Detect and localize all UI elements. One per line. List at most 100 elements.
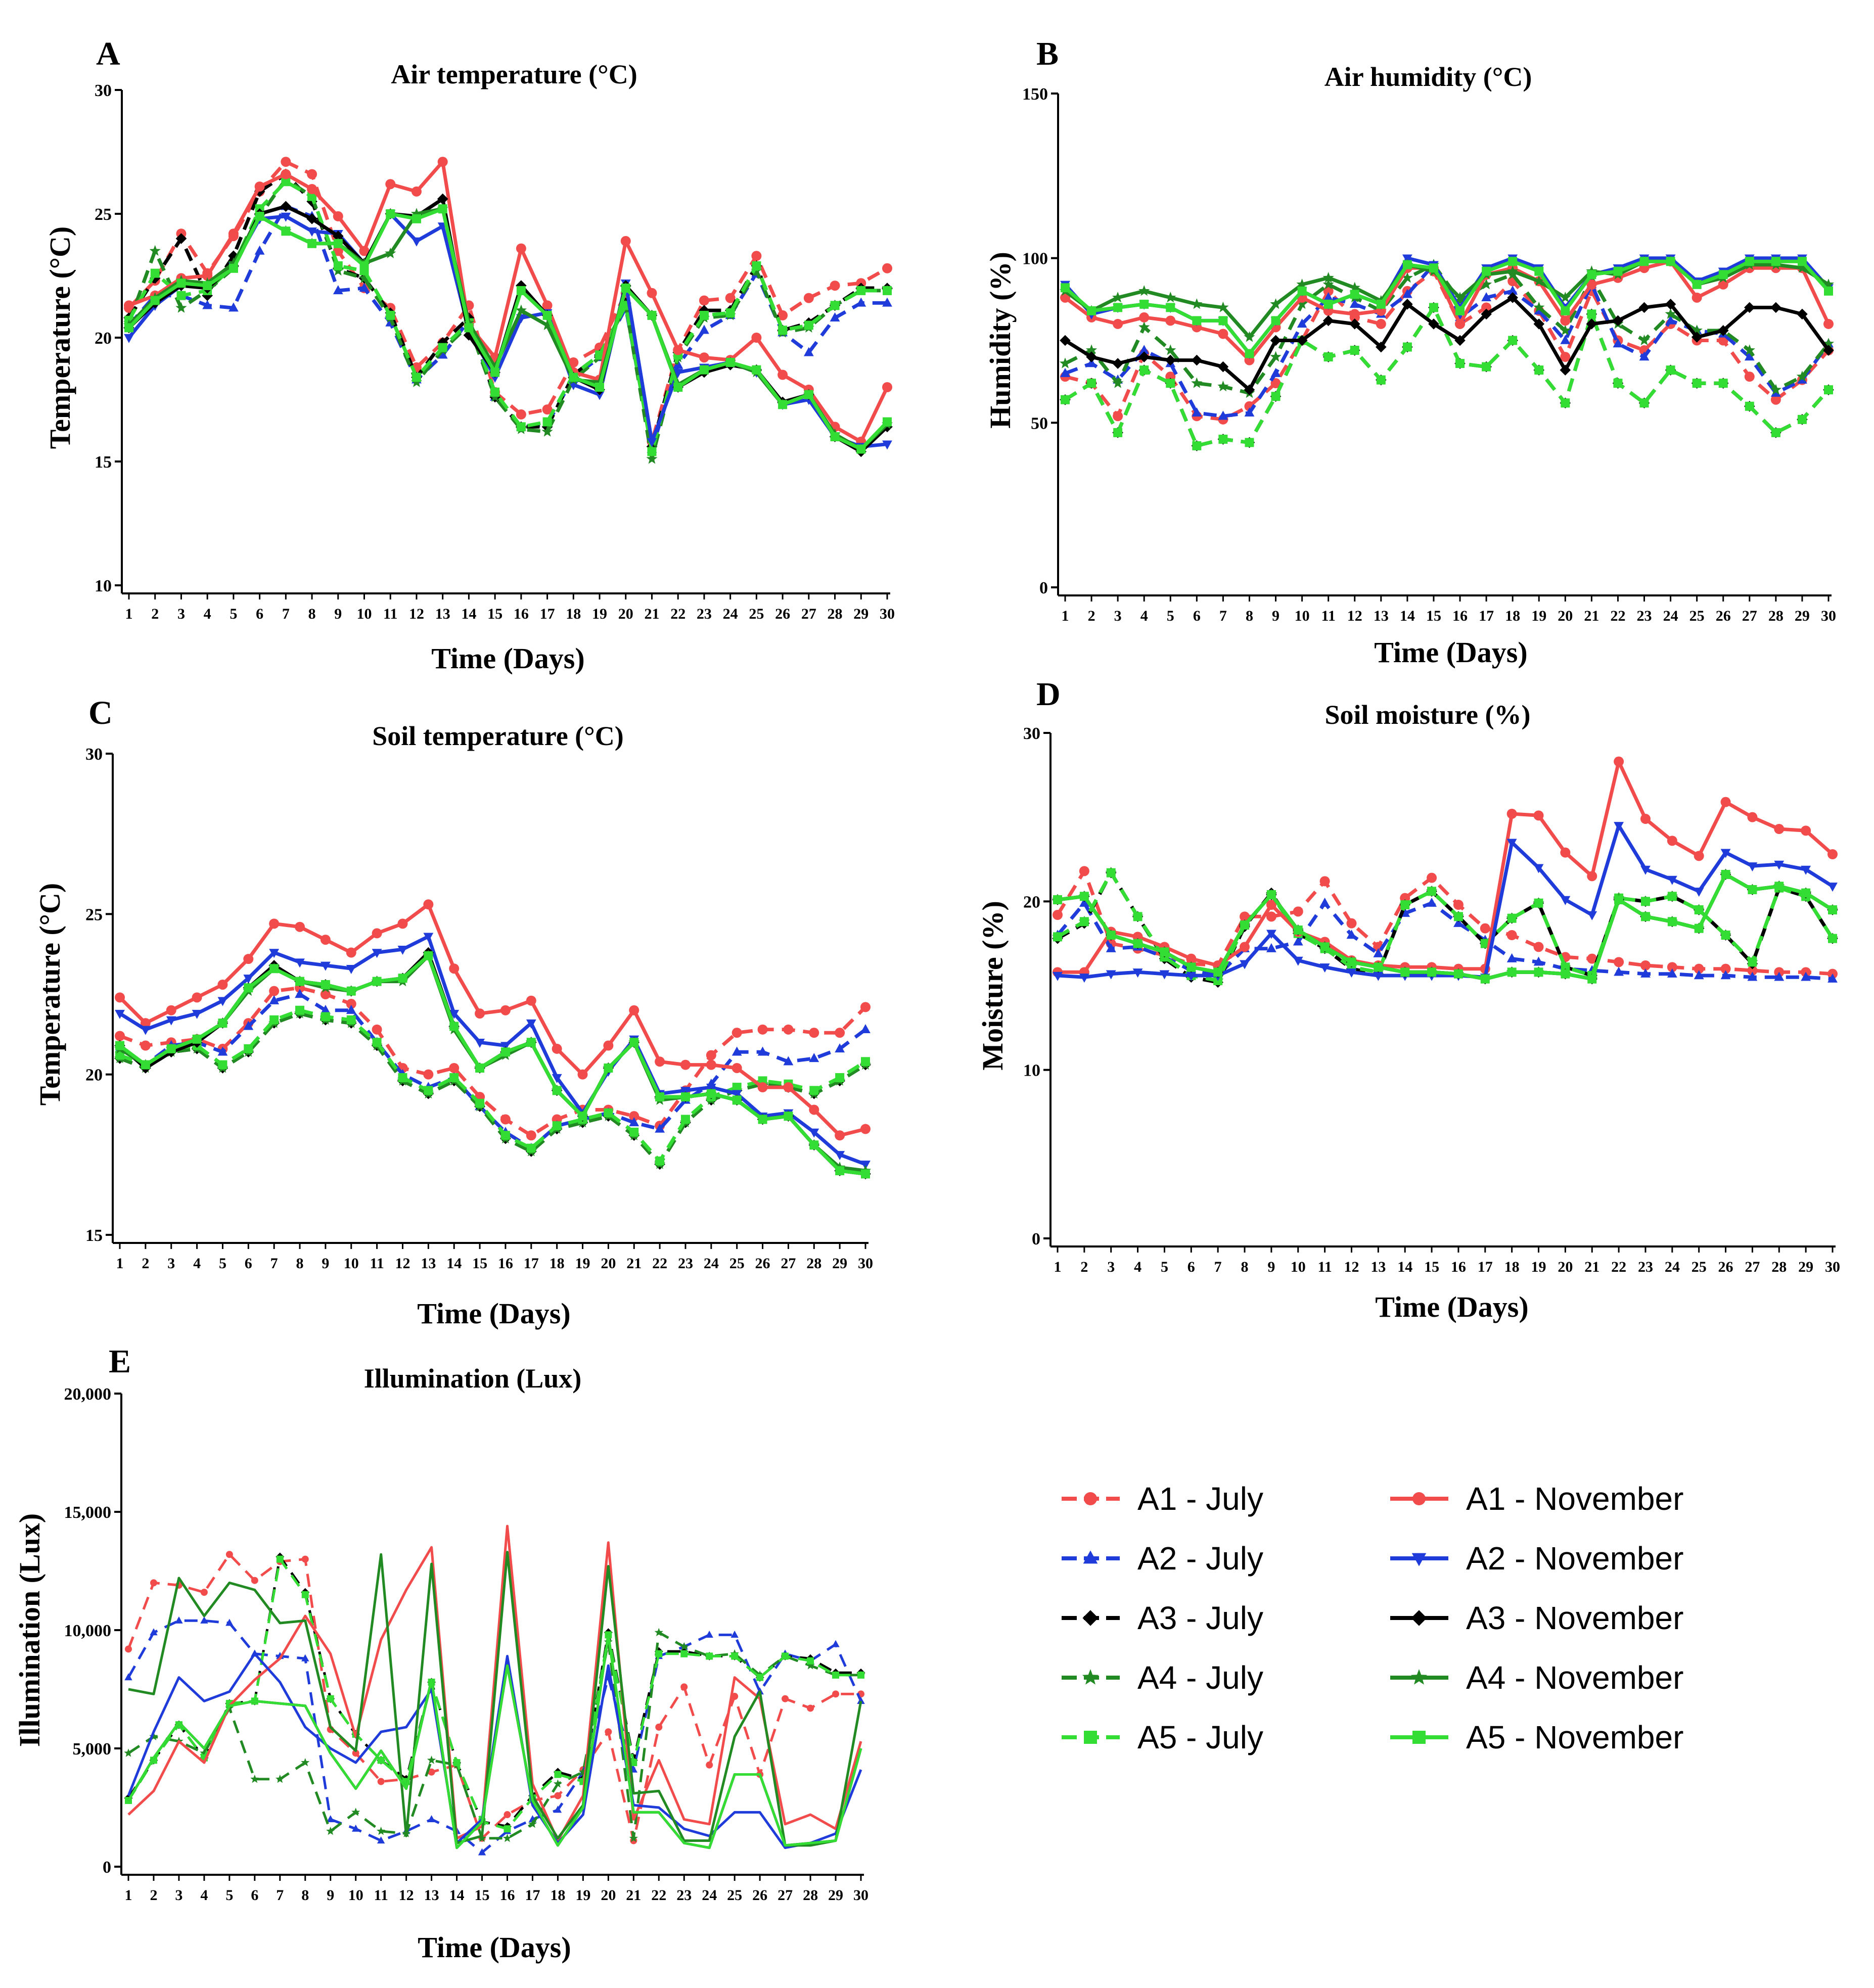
y-tick-label: 15,000	[64, 1503, 112, 1522]
data-point	[832, 1640, 840, 1647]
data-point	[1666, 257, 1675, 266]
data-point	[554, 1771, 562, 1778]
data-point	[783, 1082, 794, 1093]
panel-label: C	[88, 695, 113, 731]
data-point	[500, 1042, 511, 1051]
data-point	[1560, 352, 1571, 362]
data-point	[437, 349, 448, 359]
data-point	[1082, 1669, 1099, 1685]
data-point	[1482, 266, 1491, 276]
data-point	[227, 257, 239, 268]
data-point	[680, 1059, 691, 1070]
x-tick-label: 8	[308, 606, 316, 622]
data-point	[835, 1043, 845, 1053]
data-point	[1350, 346, 1359, 355]
data-point	[857, 1671, 864, 1679]
data-point	[281, 157, 291, 167]
data-point	[541, 426, 553, 437]
series-a3-november	[1060, 292, 1834, 395]
data-point	[500, 1005, 511, 1015]
x-tick-label: 19	[592, 606, 607, 622]
x-tick-label: 29	[832, 1255, 847, 1272]
legend-entry-a2-july: A2 - July	[1062, 1540, 1263, 1577]
data-point	[1640, 960, 1651, 970]
data-point	[269, 949, 280, 958]
x-tick-label: 6	[1193, 608, 1201, 624]
x-tick-label: 19	[575, 1887, 590, 1904]
data-point	[1079, 897, 1089, 907]
legend-label: A5 - November	[1466, 1719, 1683, 1755]
data-point	[1667, 875, 1677, 885]
data-point	[856, 297, 866, 307]
data-point	[830, 301, 840, 310]
x-tick-label: 27	[781, 1255, 796, 1272]
data-point	[1192, 316, 1202, 326]
data-point	[857, 1697, 865, 1704]
data-point	[351, 1824, 360, 1832]
data-point	[1796, 262, 1808, 273]
data-point	[1613, 379, 1623, 388]
data-point	[243, 954, 254, 964]
data-point	[301, 1758, 310, 1767]
data-point	[1086, 358, 1096, 367]
y-tick-label: 0	[1039, 579, 1048, 597]
data-point	[372, 977, 382, 986]
x-tick-label: 1	[116, 1255, 124, 1272]
data-point	[578, 1112, 587, 1121]
data-point	[475, 1008, 485, 1019]
data-point	[1797, 414, 1807, 424]
y-tick-label: 30	[95, 81, 112, 100]
data-point	[1293, 936, 1303, 946]
data-point	[1614, 957, 1624, 967]
x-tick-label: 22	[651, 1887, 666, 1904]
x-tick-label: 25	[729, 1255, 745, 1272]
data-point	[526, 1019, 536, 1029]
data-point	[386, 310, 395, 320]
y-axis-label: Temperature (°C)	[43, 226, 76, 449]
data-point	[542, 404, 553, 415]
data-point	[1771, 257, 1780, 266]
data-point	[217, 1046, 228, 1056]
x-tick-label: 17	[525, 1887, 540, 1904]
data-point	[1613, 338, 1623, 348]
data-point	[1217, 301, 1229, 312]
x-tick-label: 15	[487, 606, 502, 622]
data-point	[778, 310, 788, 320]
data-point	[1322, 279, 1334, 290]
data-point	[1692, 292, 1702, 303]
y-axis-label: Humidity (%)	[984, 252, 1017, 429]
data-point	[1533, 275, 1545, 286]
data-point	[629, 1127, 639, 1137]
data-point	[1533, 318, 1545, 330]
data-point	[225, 1619, 234, 1626]
series-line	[127, 204, 887, 451]
data-point	[359, 261, 369, 270]
data-point	[725, 308, 735, 317]
data-point	[554, 1806, 562, 1813]
data-point	[757, 1024, 768, 1035]
data-point	[1640, 814, 1651, 824]
x-tick-label: 5	[1167, 608, 1174, 624]
data-point	[217, 997, 228, 1006]
series-line	[127, 207, 889, 451]
data-point	[150, 296, 160, 305]
series-line	[119, 1011, 866, 1166]
data-point	[1266, 890, 1276, 899]
data-point	[124, 334, 134, 343]
data-point	[1165, 315, 1176, 326]
data-point	[124, 323, 133, 333]
data-point	[604, 1063, 613, 1073]
data-point	[295, 1005, 305, 1015]
data-point	[327, 1815, 335, 1822]
data-point	[307, 192, 317, 201]
data-point	[149, 1732, 158, 1740]
data-point	[412, 373, 421, 382]
data-point	[1319, 963, 1330, 973]
data-point	[730, 1630, 739, 1638]
data-point	[1376, 318, 1386, 329]
data-point	[1561, 306, 1570, 315]
series-line	[127, 197, 889, 453]
data-point	[346, 1004, 356, 1014]
data-point	[699, 365, 709, 375]
